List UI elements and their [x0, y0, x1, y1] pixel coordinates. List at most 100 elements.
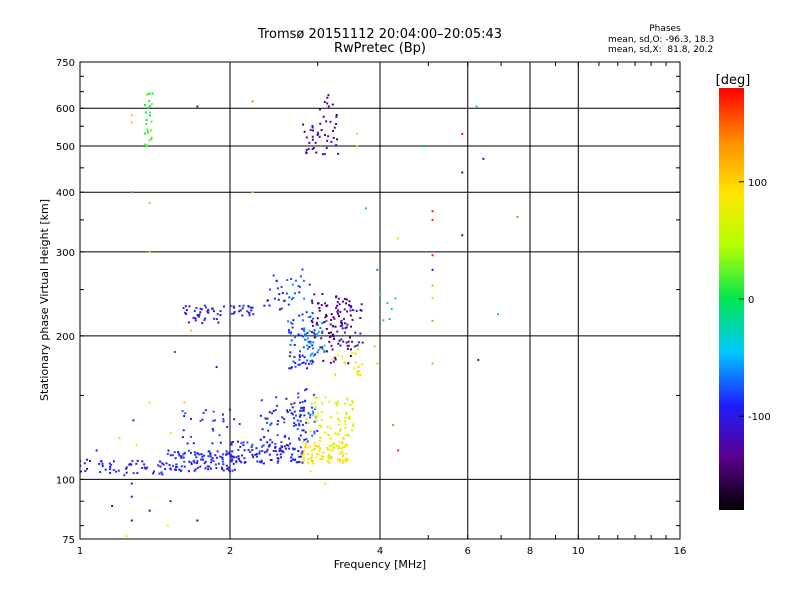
data-point: [431, 210, 434, 213]
data-point: [136, 459, 139, 462]
data-point: [293, 447, 296, 450]
data-point: [313, 401, 316, 404]
data-point: [297, 392, 300, 395]
data-point: [274, 450, 277, 453]
data-point: [347, 417, 350, 420]
data-point: [328, 458, 331, 461]
data-point: [266, 299, 269, 302]
data-point: [276, 461, 279, 464]
data-point: [289, 367, 292, 370]
data-point: [346, 433, 349, 436]
data-point: [334, 358, 337, 361]
data-point: [146, 128, 149, 131]
data-point: [228, 470, 231, 473]
data-point: [310, 330, 313, 333]
data-point: [135, 462, 138, 465]
data-point: [326, 456, 329, 459]
data-point: [431, 284, 434, 287]
data-point: [202, 411, 205, 414]
data-point: [280, 307, 283, 310]
data-point: [222, 469, 225, 472]
data-point: [148, 100, 151, 103]
data-point: [215, 318, 218, 321]
data-point: [305, 388, 308, 391]
chart-subtitle: RwPretec (Bp): [333, 41, 427, 56]
data-point: [318, 449, 321, 452]
data-point: [302, 279, 305, 282]
data-point: [346, 458, 349, 461]
data-point: [345, 298, 348, 301]
data-point: [306, 446, 309, 449]
data-point: [312, 341, 315, 344]
data-point: [214, 419, 217, 422]
data-point: [238, 310, 241, 313]
data-point: [243, 461, 246, 464]
data-point: [238, 423, 241, 426]
data-point: [339, 428, 342, 431]
data-point: [178, 454, 181, 457]
data-point: [148, 114, 151, 117]
data-point: [182, 429, 185, 432]
data-point: [311, 462, 314, 465]
data-point: [338, 423, 341, 426]
data-point: [351, 429, 354, 432]
data-point: [297, 437, 300, 440]
data-point: [323, 482, 326, 485]
data-point: [319, 326, 322, 329]
data-point: [278, 293, 281, 296]
data-point: [314, 417, 317, 420]
data-point: [233, 306, 236, 309]
data-point: [171, 464, 174, 467]
data-point: [311, 135, 314, 138]
data-point: [243, 457, 246, 460]
data-point: [303, 438, 306, 441]
data-point: [204, 409, 207, 412]
data-point: [309, 353, 312, 356]
data-point: [169, 500, 172, 503]
data-point: [193, 461, 196, 464]
data-point: [309, 340, 312, 343]
data-point: [260, 461, 263, 464]
data-point: [180, 455, 183, 458]
data-point: [276, 457, 279, 460]
data-point: [189, 451, 192, 454]
data-point: [328, 456, 331, 459]
data-point: [202, 458, 205, 461]
data-point: [276, 453, 279, 456]
data-point: [311, 299, 314, 302]
data-point: [247, 305, 250, 308]
data-point: [288, 355, 291, 358]
data-point: [261, 449, 264, 452]
data-point: [212, 419, 215, 422]
data-point: [348, 300, 351, 303]
data-point: [335, 295, 338, 298]
data-point: [341, 355, 344, 358]
x-axis-label: Frequency [MHz]: [334, 558, 426, 571]
data-point: [313, 293, 316, 296]
data-point: [353, 367, 356, 370]
data-point: [286, 410, 289, 413]
data-point: [269, 438, 272, 441]
data-point: [365, 207, 368, 210]
data-point: [329, 335, 332, 338]
data-point: [83, 462, 86, 465]
data-point: [169, 454, 172, 457]
data-point: [306, 367, 309, 370]
data-point: [229, 408, 231, 411]
data-point: [311, 148, 314, 151]
data-point: [461, 171, 464, 174]
data-point: [327, 448, 330, 451]
data-point: [228, 451, 231, 454]
data-point: [352, 308, 355, 311]
data-point: [360, 303, 363, 306]
data-point: [290, 366, 293, 369]
data-point: [294, 279, 297, 282]
data-point: [246, 310, 249, 313]
data-point: [303, 457, 306, 460]
data-point: [327, 453, 330, 456]
data-point: [355, 371, 358, 374]
data-point: [321, 346, 324, 349]
data-point: [328, 331, 331, 334]
data-point: [349, 306, 352, 309]
data-point: [312, 412, 315, 415]
